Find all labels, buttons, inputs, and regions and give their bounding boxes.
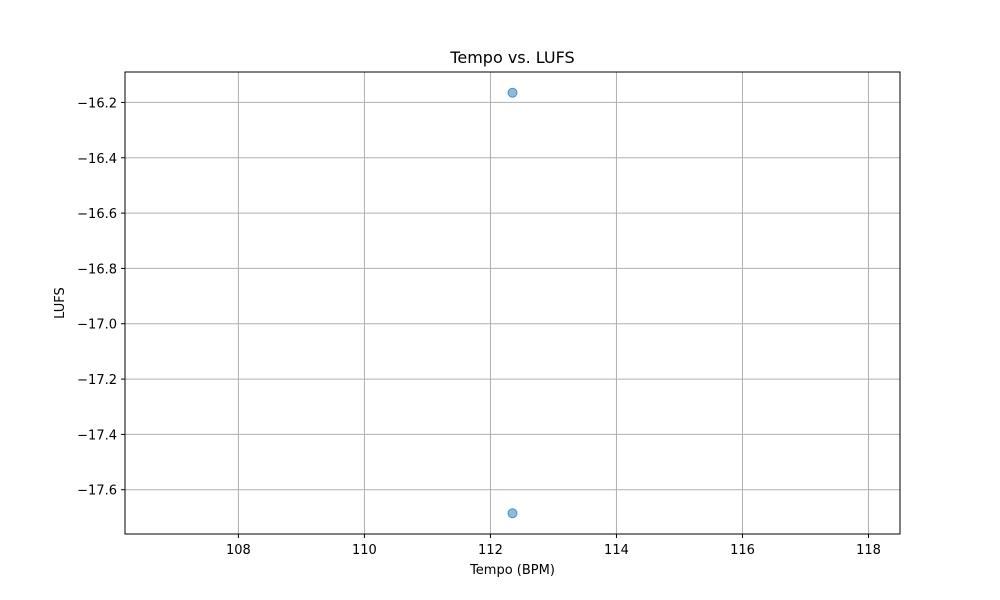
x-tick-label: 118: [856, 543, 881, 558]
scatter-point: [507, 508, 518, 519]
data-points: [507, 87, 518, 519]
axis-ticks: 108 110 112 114 116 118 −16.2 −16.4 −16.6 −16.8 −1…: [77, 96, 881, 558]
y-tick-label: −17.6: [77, 484, 117, 499]
x-tick-label: 108: [226, 543, 251, 558]
y-tick-label: −17.4: [77, 428, 117, 443]
x-tick-label: 110: [352, 543, 377, 558]
y-axis-label: LUFS: [53, 287, 68, 319]
scatter-point: [507, 87, 518, 98]
grid: [125, 72, 900, 534]
x-tick-label: 114: [604, 543, 629, 558]
chart-title: Tempo vs. LUFS: [449, 48, 574, 67]
x-axis-label: Tempo (BPM): [469, 563, 555, 578]
y-tick-label: −17.0: [77, 318, 117, 333]
y-tick-label: −16.6: [77, 207, 117, 222]
y-tick-label: −16.2: [77, 96, 117, 111]
y-tick-label: −16.4: [77, 152, 117, 167]
y-tick-label: −16.8: [77, 262, 117, 277]
plot-frame: [124, 71, 901, 535]
y-tick-label: −17.2: [77, 373, 117, 388]
x-tick-label: 112: [478, 543, 503, 558]
x-tick-label: 116: [730, 543, 755, 558]
